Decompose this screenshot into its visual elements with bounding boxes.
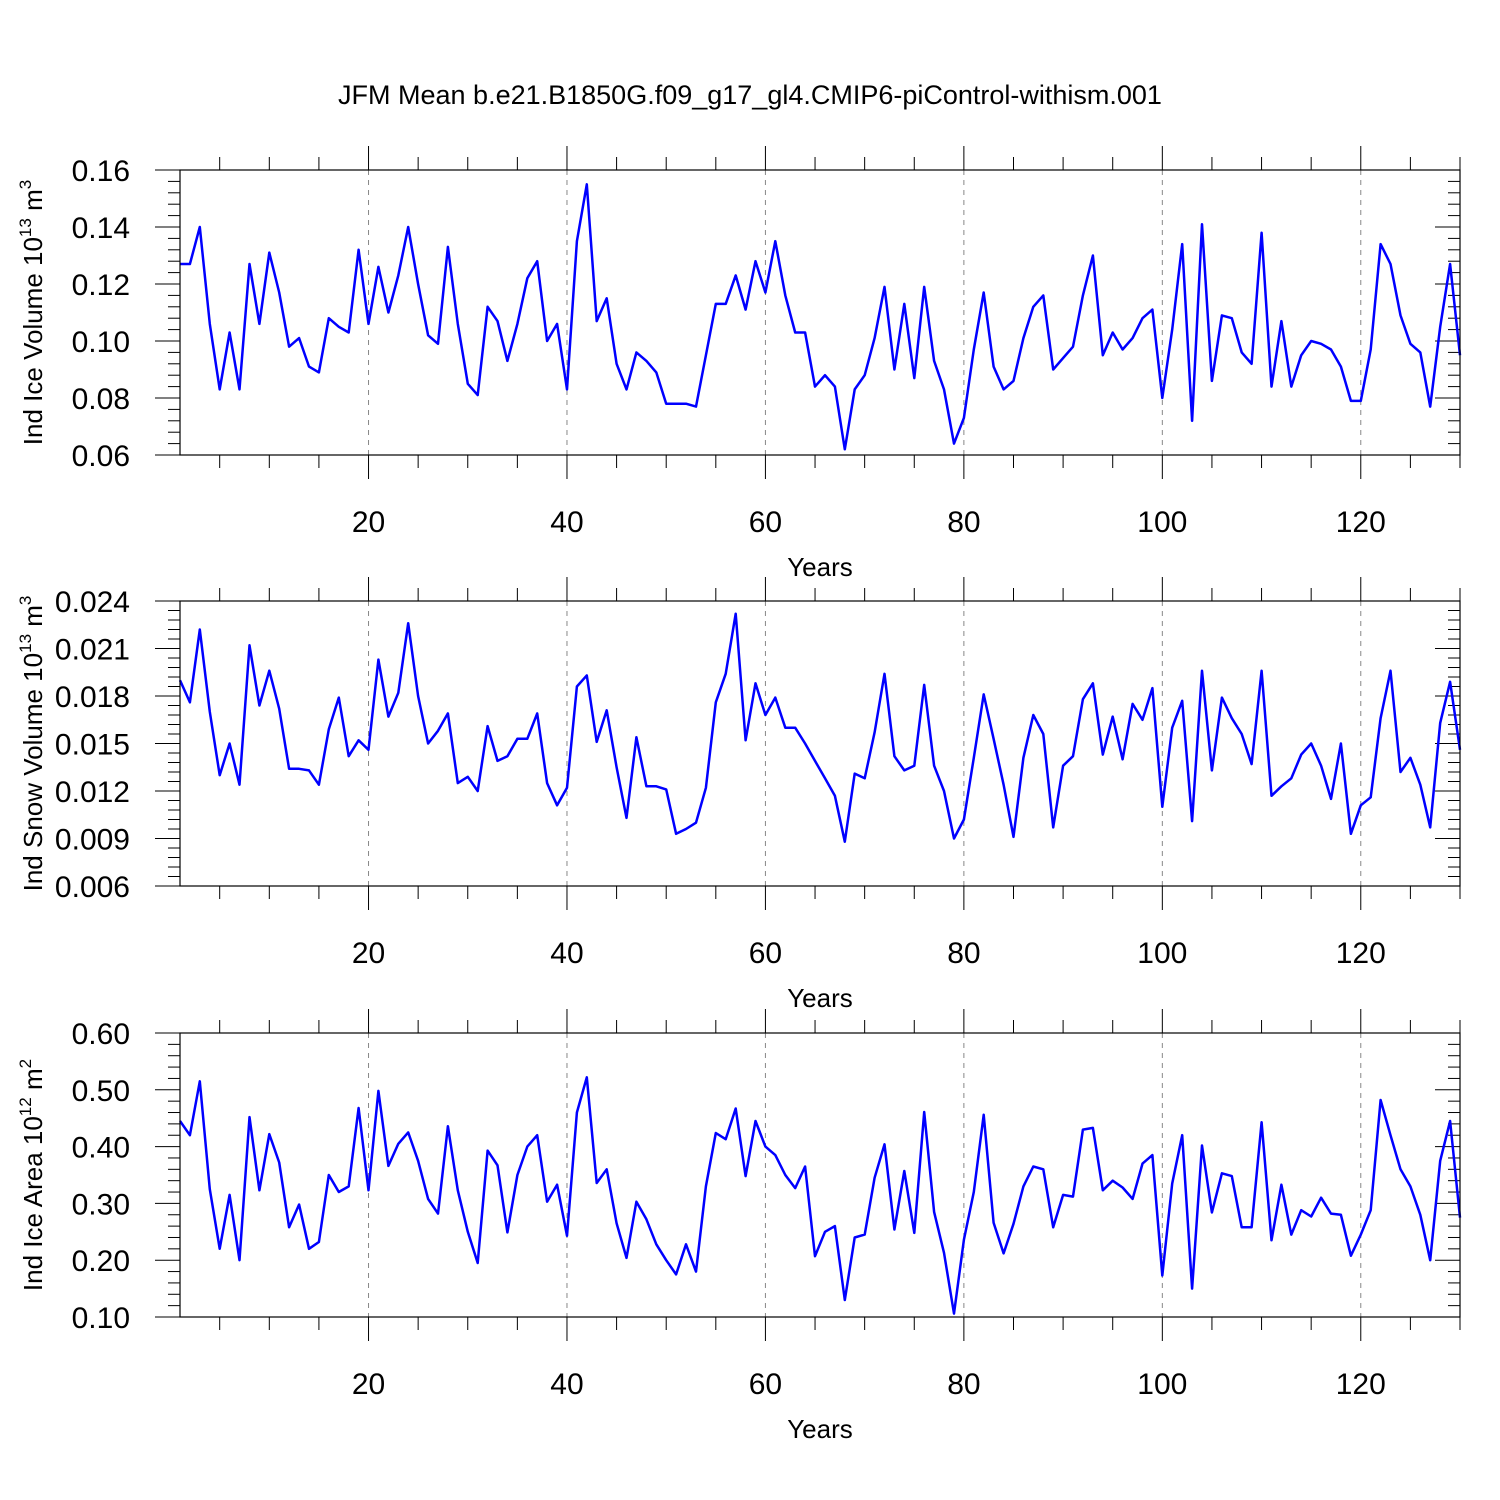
- x-tick-label: 20: [352, 1368, 385, 1401]
- x-tick-label: 120: [1336, 506, 1386, 539]
- y-tick-label: 0.50: [72, 1075, 130, 1108]
- x-axis-label: Years: [787, 983, 853, 1013]
- figure-title: JFM Mean b.e21.B1850G.f09_g17_gl4.CMIP6-…: [338, 80, 1162, 110]
- y-axis-label: Ind Snow Volume 1013 m3: [16, 596, 48, 892]
- y-tick-label: 0.012: [55, 776, 130, 809]
- x-tick-label: 20: [352, 506, 385, 539]
- x-tick-label: 100: [1137, 937, 1187, 970]
- y-tick-label: 0.024: [55, 586, 130, 619]
- y-tick-label: 0.08: [72, 383, 130, 416]
- y-tick-label: 0.20: [72, 1245, 130, 1278]
- x-tick-label: 20: [352, 937, 385, 970]
- y-tick-label: 0.10: [72, 326, 130, 359]
- chart-panel-3: 20 40 60 80 100 120 0.10 0.20 0.30 0.40 0.50 0.60 Ye…: [16, 1009, 1462, 1444]
- x-tick-label: 100: [1137, 1368, 1187, 1401]
- y-tick-label: 0.12: [72, 269, 130, 302]
- y-tick-label: 0.021: [55, 634, 130, 667]
- y-tick-label: 0.009: [55, 824, 130, 857]
- y-axis-label: Ind Ice Area 1012 m2: [16, 1059, 48, 1291]
- y-tick-label: 0.60: [72, 1018, 130, 1051]
- x-axis-label: Years: [787, 552, 853, 582]
- y-tick-label: 0.018: [55, 681, 130, 714]
- series-line: [178, 1076, 1462, 1315]
- x-tick-label: 60: [749, 1368, 782, 1401]
- x-tick-label: 40: [550, 1368, 583, 1401]
- y-tick-label: 0.16: [72, 155, 130, 188]
- plot-frame: [179, 169, 1461, 456]
- x-tick-label: 80: [947, 506, 980, 539]
- y-tick-label: 0.14: [72, 212, 130, 245]
- y-tick-label: 0.40: [72, 1132, 130, 1165]
- x-tick-label: 60: [749, 937, 782, 970]
- chart-panel-2: 20 40 60 80 100 120 0.006 0.009 0.012 0.015 0.018 0…: [16, 577, 1462, 1013]
- x-tick-label: 80: [947, 937, 980, 970]
- x-tick-label: 120: [1336, 937, 1386, 970]
- plot-frame: [179, 600, 1461, 887]
- x-tick-label: 40: [550, 506, 583, 539]
- y-tick-label: 0.10: [72, 1302, 130, 1335]
- y-tick-label: 0.006: [55, 871, 130, 904]
- x-tick-label: 80: [947, 1368, 980, 1401]
- series-line: [178, 612, 1462, 843]
- x-tick-label: 60: [749, 506, 782, 539]
- x-tick-label: 100: [1137, 506, 1187, 539]
- x-tick-label: 40: [550, 937, 583, 970]
- chart-panel-1: 20 40 60 80 100 120 0.06 0.08 0.10 0.12 0.14 0.16 Ye…: [16, 146, 1462, 582]
- plot-frame: [179, 1032, 1461, 1318]
- y-tick-label: 0.06: [72, 440, 130, 473]
- x-axis-label: Years: [787, 1414, 853, 1444]
- y-axis-label: Ind Ice Volume 1013 m3: [16, 180, 48, 445]
- series-line: [180, 183, 1462, 451]
- x-tick-label: 120: [1336, 1368, 1386, 1401]
- y-tick-label: 0.30: [72, 1188, 130, 1221]
- y-tick-label: 0.015: [55, 729, 130, 762]
